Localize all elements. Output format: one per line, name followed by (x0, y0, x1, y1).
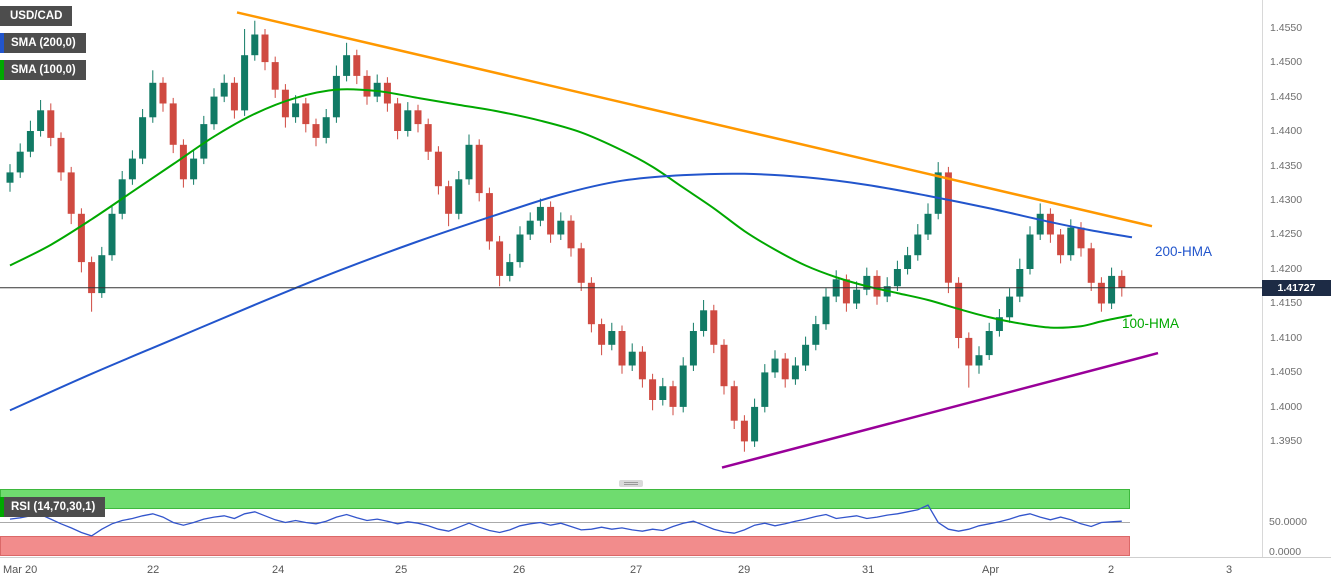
candlestick-chart[interactable] (0, 0, 1262, 480)
sma100-color-icon (0, 60, 4, 80)
price-tick-label: 1.4350 (1270, 160, 1303, 172)
chart-legend: USD/CAD SMA (200,0) SMA (100,0) (0, 6, 86, 80)
time-tick-label: 25 (395, 564, 408, 576)
rsi-axis-zero-label: 0.0000 (1269, 546, 1302, 558)
panel-splitter-handle[interactable] (619, 480, 643, 487)
sma200-legend[interactable]: SMA (200,0) (0, 33, 86, 53)
symbol-label: USD/CAD (10, 10, 63, 22)
sma200-label: SMA (200,0) (11, 37, 76, 49)
time-tick-label: Mar (3, 564, 22, 576)
rsi-axis-mid-label: 50.0000 (1269, 516, 1307, 528)
annotation-200-hma: 200-HMA (1155, 244, 1213, 259)
time-tick-label: 29 (738, 564, 751, 576)
time-tick-label: 22 (147, 564, 160, 576)
time-tick-label: 3 (1226, 564, 1233, 576)
time-tick-label: 24 (272, 564, 285, 576)
price-tick-label: 1.4150 (1270, 297, 1303, 309)
rsi-panel[interactable]: RSI (14,70,30,1) (0, 489, 1262, 556)
price-tick-label: 1.4500 (1270, 56, 1303, 68)
annotation-100-hma: 100-HMA (1122, 316, 1180, 331)
rsi-midline (0, 522, 1130, 523)
price-tick-label: 1.4400 (1270, 125, 1303, 137)
time-tick-label: 2 (1108, 564, 1115, 576)
time-axis[interactable]: Mar 20 22 24 25 26 27 29 31 Apr 2 3 (0, 557, 1331, 583)
price-tick-label: 1.4000 (1270, 401, 1303, 413)
price-tick-label: 1.4200 (1270, 263, 1303, 275)
price-tick-label: 1.4050 (1270, 366, 1303, 378)
symbol-badge[interactable]: USD/CAD (0, 6, 73, 26)
sma200-color-icon (0, 33, 4, 53)
price-tick-label: 1.4300 (1270, 194, 1303, 206)
current-price-value: 1.41727 (1277, 282, 1316, 294)
price-tick-label: 1.4550 (1270, 22, 1303, 34)
price-tick-label: 1.3950 (1270, 435, 1303, 447)
price-tick-label: 1.4450 (1270, 91, 1303, 103)
sma100-label: SMA (100,0) (11, 64, 76, 76)
current-price-badge: 1.41727 (1262, 280, 1331, 296)
rsi-line-chart (9, 504, 1122, 537)
rsi-color-icon (0, 497, 4, 517)
rsi-legend[interactable]: RSI (14,70,30,1) (0, 497, 106, 517)
time-tick-label: 26 (513, 564, 526, 576)
price-tick-label: 1.4100 (1270, 332, 1303, 344)
time-tick-label: Apr (982, 564, 1000, 576)
sma100-legend[interactable]: SMA (100,0) (0, 60, 86, 80)
time-tick-label: 27 (630, 564, 643, 576)
price-tick-label: 1.4250 (1270, 228, 1303, 240)
rsi-label: RSI (14,70,30,1) (11, 501, 96, 513)
time-tick-label: 31 (862, 564, 875, 576)
rsi-oversold-zone (0, 536, 1130, 556)
time-tick-label: 20 (25, 564, 38, 576)
